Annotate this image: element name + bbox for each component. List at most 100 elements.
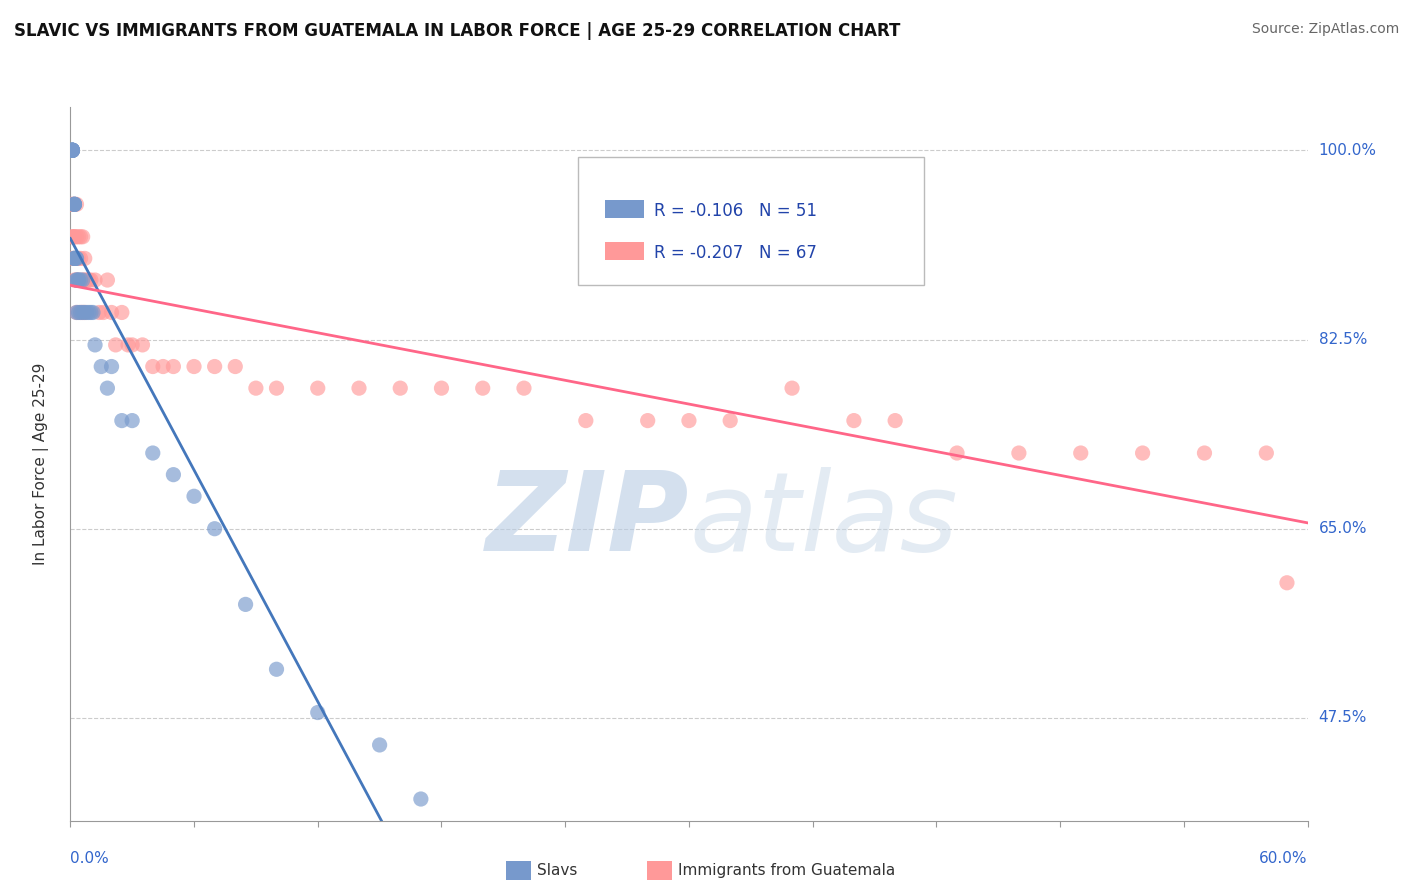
Point [60,197,83,211]
Point [780,381,803,395]
Point [96,381,118,395]
Point [204,359,226,374]
Point [131,338,153,352]
Point [63,273,86,287]
Point [204,522,226,536]
Point [73,305,96,319]
Point [235,598,257,612]
Point [69,305,91,319]
Point [63,197,86,211]
Point [80,305,103,319]
Point [266,662,288,676]
Point [67,229,90,244]
Point [111,414,134,428]
Point [60,197,83,211]
Point [63,252,86,266]
Bar [605,200,644,218]
Point [72,273,94,287]
Point [63,252,86,266]
Text: 0.0%: 0.0% [70,851,110,866]
Bar [605,243,644,260]
Point [63,229,86,244]
Point [60,143,83,157]
Point [90,359,112,374]
Point [245,381,267,395]
Point [80,273,103,287]
Point [67,305,90,319]
Text: atlas: atlas [689,467,957,574]
Point [347,381,370,395]
Point [100,359,122,374]
Point [162,467,184,482]
Point [65,273,87,287]
Point [67,273,90,287]
Point [65,305,87,319]
Text: 100.0%: 100.0% [1319,143,1376,158]
Point [884,414,907,428]
Point [183,489,205,503]
Point [72,305,94,319]
Point [60,143,83,157]
Point [104,338,127,352]
Point [307,706,329,720]
Point [76,305,98,319]
Point [513,381,536,395]
Point [60,143,83,157]
Point [84,273,107,287]
Point [1132,446,1154,460]
Point [162,359,184,374]
Point [65,273,87,287]
Point [637,414,659,428]
Text: ZIP: ZIP [485,467,689,574]
Text: 60.0%: 60.0% [1260,851,1308,866]
Point [60,229,83,244]
Point [96,273,118,287]
Point [718,414,741,428]
Point [60,143,83,157]
Point [183,359,205,374]
Point [67,273,90,287]
Text: Immigrants from Guatemala: Immigrants from Guatemala [678,863,896,878]
Point [60,143,83,157]
Point [84,338,107,352]
Point [63,197,86,211]
Point [65,273,87,287]
Point [63,252,86,266]
Point [69,229,91,244]
Point [575,414,598,428]
Point [63,252,86,266]
Point [111,305,134,319]
Point [471,381,494,395]
Point [72,229,94,244]
Point [1275,575,1298,590]
Point [409,792,432,806]
Point [63,252,86,266]
Point [72,273,94,287]
Point [76,273,98,287]
Text: SLAVIC VS IMMIGRANTS FROM GUATEMALA IN LABOR FORCE | AGE 25-29 CORRELATION CHART: SLAVIC VS IMMIGRANTS FROM GUATEMALA IN L… [14,22,900,40]
Point [73,273,96,287]
Point [100,305,122,319]
Point [1008,446,1031,460]
Point [82,305,104,319]
Point [368,738,391,752]
Point [63,197,86,211]
Point [389,381,412,395]
Point [60,252,83,266]
Point [63,197,86,211]
Point [65,229,87,244]
Text: Slavs: Slavs [537,863,578,878]
Point [73,252,96,266]
Point [69,305,91,319]
Point [1194,446,1216,460]
Y-axis label: In Labor Force | Age 25-29: In Labor Force | Age 25-29 [34,363,49,565]
Text: R = -0.106   N = 51: R = -0.106 N = 51 [654,202,817,219]
Point [63,197,86,211]
Text: 47.5%: 47.5% [1319,710,1367,725]
Point [142,359,165,374]
Point [65,305,87,319]
Point [63,229,86,244]
Point [65,252,87,266]
Point [60,143,83,157]
Point [72,305,94,319]
